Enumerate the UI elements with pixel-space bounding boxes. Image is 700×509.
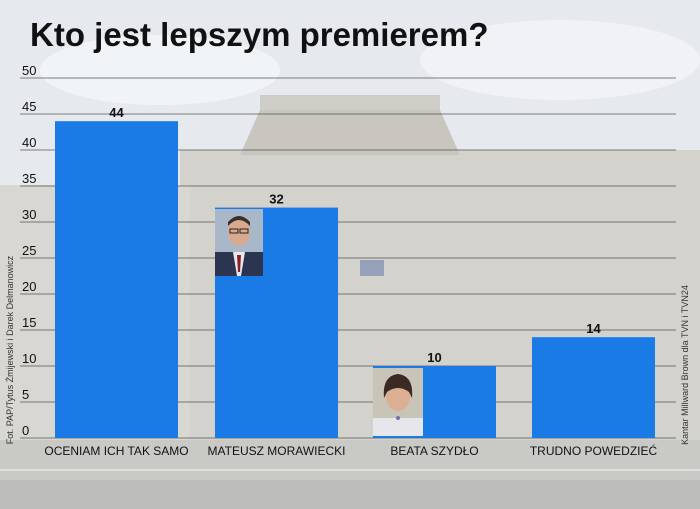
data-label: 10	[427, 350, 441, 365]
x-category-label: OCENIAM ICH TAK SAMO	[44, 444, 188, 458]
woman-portrait-icon	[373, 368, 423, 436]
y-tick-label: 20	[22, 279, 36, 294]
y-tick-label: 50	[22, 63, 36, 78]
photo-credit: Fot. PAP/Tytus Żmijewski i Darek Delmano…	[5, 255, 15, 445]
y-tick-label: 15	[22, 315, 36, 330]
y-tick-label: 45	[22, 99, 36, 114]
y-tick-label: 35	[22, 171, 36, 186]
x-category-label: MATEUSZ MORAWIECKI	[208, 444, 346, 458]
chart-title: Kto jest lepszym premierem?	[30, 16, 489, 53]
data-label: 14	[586, 321, 601, 336]
y-tick-label: 40	[22, 135, 36, 150]
y-tick-label: 5	[22, 387, 29, 402]
y-tick-label: 10	[22, 351, 36, 366]
bar	[532, 337, 655, 438]
y-tick-label: 30	[22, 207, 36, 222]
data-label: 44	[109, 105, 124, 120]
man-portrait-icon	[215, 209, 263, 276]
data-label: 32	[269, 192, 283, 207]
y-tick-label: 25	[22, 243, 36, 258]
y-tick-label: 0	[22, 423, 29, 438]
bar	[55, 121, 178, 438]
x-category-label: TRUDNO POWEDZIEĆ	[530, 443, 658, 458]
source-credit: Kantar Millward Brown dla TVN i TVN24	[680, 285, 690, 445]
x-category-label: BEATA SZYDŁO	[390, 444, 478, 458]
